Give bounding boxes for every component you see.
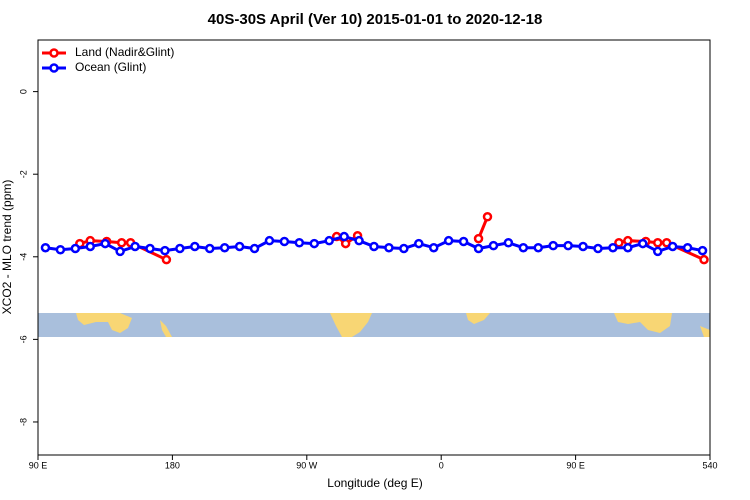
data-point bbox=[667, 241, 678, 252]
data-point bbox=[234, 241, 245, 252]
chart-title: 40S-30S April (Ver 10) 2015-01-01 to 202… bbox=[208, 11, 543, 28]
data-point bbox=[115, 246, 125, 257]
data-point bbox=[130, 241, 140, 252]
data-point bbox=[279, 236, 290, 247]
data-point bbox=[638, 238, 648, 249]
legend-marker bbox=[49, 48, 59, 58]
data-point bbox=[249, 243, 260, 254]
x-tick-label: 180 bbox=[165, 460, 180, 470]
data-point bbox=[488, 240, 499, 251]
legend-label: Ocean (Glint) bbox=[75, 60, 146, 74]
data-point bbox=[503, 238, 514, 248]
data-point bbox=[608, 242, 618, 253]
data-point bbox=[85, 241, 96, 252]
data-point bbox=[384, 242, 394, 253]
data-point bbox=[160, 245, 170, 256]
x-tick-label: 90 W bbox=[296, 460, 318, 470]
data-point bbox=[204, 243, 215, 254]
x-tick-label: 0 bbox=[439, 460, 444, 470]
data-point bbox=[652, 238, 663, 248]
data-point bbox=[443, 235, 454, 246]
data-point bbox=[175, 243, 185, 254]
data-point bbox=[548, 240, 558, 251]
data-point bbox=[473, 233, 484, 244]
data-point bbox=[578, 241, 588, 252]
data-point bbox=[40, 242, 51, 253]
data-point bbox=[219, 242, 230, 253]
data-point bbox=[428, 242, 439, 253]
data-point bbox=[354, 235, 364, 246]
data-point bbox=[324, 235, 334, 246]
data-point bbox=[190, 241, 200, 252]
data-point bbox=[145, 243, 155, 254]
data-point bbox=[294, 238, 305, 248]
x-tick-label: 90 E bbox=[29, 460, 48, 470]
data-point bbox=[533, 242, 544, 253]
data-point bbox=[593, 243, 603, 254]
data-point bbox=[309, 238, 320, 249]
data-point bbox=[414, 238, 424, 249]
y-tick-label: -4 bbox=[18, 253, 28, 261]
map-strip bbox=[38, 313, 710, 337]
data-point bbox=[339, 231, 349, 242]
data-point bbox=[369, 241, 379, 252]
y-tick-label: -6 bbox=[18, 335, 28, 343]
data-point bbox=[518, 242, 529, 253]
data-point bbox=[458, 236, 469, 247]
data-point bbox=[699, 254, 709, 265]
x-tick-label: 540 bbox=[702, 460, 717, 470]
data-point bbox=[70, 243, 81, 254]
data-point bbox=[264, 235, 275, 246]
data-point bbox=[652, 246, 663, 257]
data-point bbox=[473, 243, 484, 254]
data-point bbox=[563, 240, 573, 251]
data-point bbox=[697, 245, 708, 256]
data-point bbox=[399, 243, 409, 254]
y-tick-label: -2 bbox=[18, 170, 28, 178]
y-tick-label: 0 bbox=[18, 89, 28, 94]
plot-frame bbox=[37, 39, 711, 456]
legend-label: Land (Nadir&Glint) bbox=[75, 45, 174, 59]
y-tick-label: -8 bbox=[18, 418, 28, 426]
data-point bbox=[623, 242, 633, 253]
x-axis-label: Longitude (deg E) bbox=[327, 476, 422, 490]
x-tick-label: 90 E bbox=[566, 460, 585, 470]
data-point bbox=[55, 245, 66, 255]
data-point bbox=[482, 211, 493, 222]
data-point bbox=[161, 254, 172, 265]
legend-marker bbox=[49, 63, 59, 73]
y-axis-label: XCO2 - MLO trend (ppm) bbox=[0, 180, 14, 315]
data-point bbox=[100, 238, 110, 249]
data-point bbox=[116, 238, 127, 248]
data-point bbox=[682, 242, 693, 253]
